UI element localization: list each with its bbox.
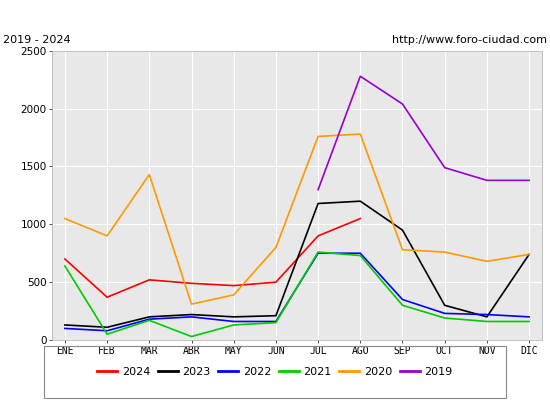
Text: http://www.foro-ciudad.com: http://www.foro-ciudad.com [392, 35, 547, 45]
Text: 2019 - 2024: 2019 - 2024 [3, 35, 70, 45]
Text: Evolucion Nº Turistas Nacionales en el municipio de Lubián: Evolucion Nº Turistas Nacionales en el m… [79, 8, 471, 22]
Legend: 2024, 2023, 2022, 2021, 2020, 2019: 2024, 2023, 2022, 2021, 2020, 2019 [93, 362, 457, 382]
